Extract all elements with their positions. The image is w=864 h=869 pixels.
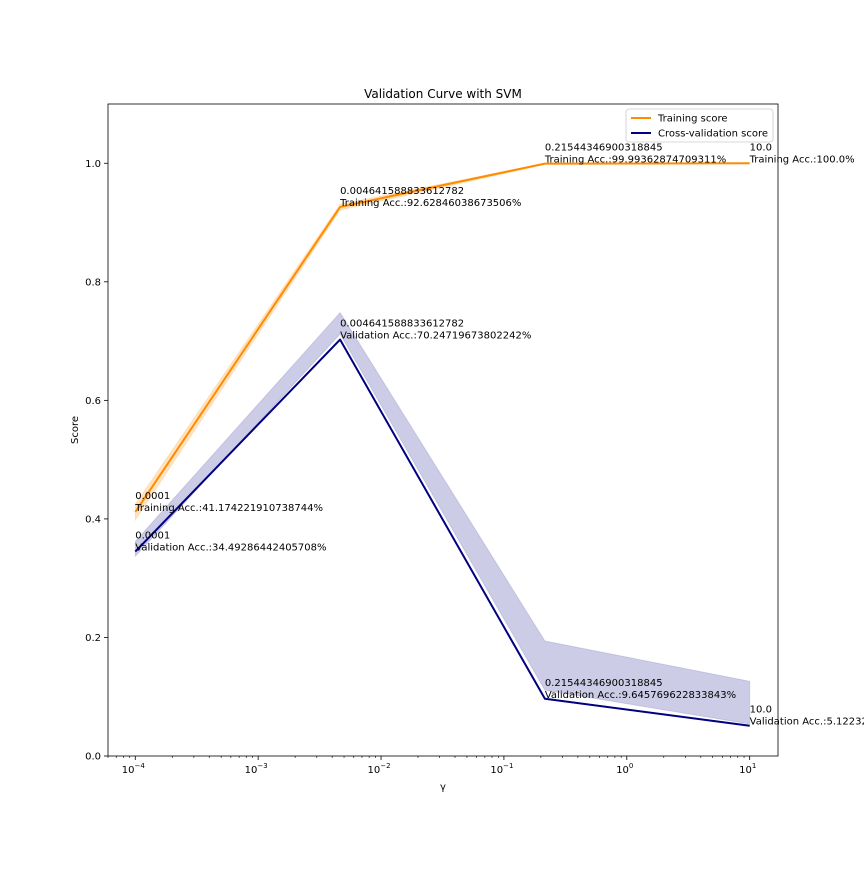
y-tick-label-3: 0.6 — [85, 396, 101, 407]
annotation-prefix: Validation Acc.: — [750, 717, 827, 728]
annotation-value: 70.24719673802242% — [417, 331, 531, 342]
annotation-accuracy: Validation Acc.:5.12232 — [750, 717, 864, 728]
x-tick-base-3: 10 — [490, 765, 503, 776]
series-line-1 — [134, 338, 750, 727]
series-band-0 — [134, 162, 750, 522]
x-tick-exponent-4: 0 — [629, 762, 633, 770]
annotation-x-value: 0.004641588833612782 — [340, 186, 464, 197]
annotation-value: 5.12232 — [826, 717, 864, 728]
annotation-prefix: Training Acc.: — [544, 155, 612, 166]
annotation-accuracy: Training Acc.:100.0% — [749, 154, 855, 165]
y-tick-label-5: 1.0 — [85, 159, 101, 170]
y-axis-label: Score — [70, 416, 81, 444]
x-tick-exponent-0: −4 — [134, 762, 145, 770]
x-tick-exponent-3: −1 — [503, 762, 513, 770]
annotation-accuracy: Training Acc.:41.174221910738744% — [134, 503, 323, 514]
x-tick-base-4: 10 — [616, 765, 629, 776]
annotation-x-value: 0.21544346900318845 — [545, 143, 663, 154]
annotation-x-value: 10.0 — [750, 705, 772, 716]
annotation-x-value: 0.0001 — [135, 531, 170, 542]
x-tick-base-1: 10 — [245, 765, 258, 776]
legend-label-1: Cross-validation score — [658, 129, 768, 140]
annotation-prefix: Training Acc.: — [339, 198, 407, 209]
x-tick-label-1: 10−3 — [245, 762, 268, 776]
annotation-value: 9.645769622833843% — [622, 690, 736, 701]
x-tick-base-2: 10 — [367, 765, 380, 776]
x-tick-label-3: 10−1 — [490, 762, 513, 776]
annotation-x-value: 10.0 — [750, 142, 772, 153]
legend-box — [625, 108, 774, 143]
annotation-accuracy: Validation Acc.:9.645769622833843% — [545, 690, 736, 701]
confidence-bands — [134, 162, 751, 725]
annotation-accuracy: Validation Acc.:70.24719673802242% — [340, 331, 531, 342]
y-tick-label-0: 0.0 — [85, 752, 101, 763]
y-tick-label-1: 0.2 — [85, 633, 101, 644]
annotation-accuracy: Training Acc.:92.62846038673506% — [339, 198, 521, 209]
annotation-x-value: 0.21544346900318845 — [545, 678, 663, 689]
annotation-value: 99.99362874709311% — [612, 155, 726, 166]
annotation-value: 92.62846038673506% — [407, 198, 521, 209]
y-tick-label-4: 0.8 — [85, 277, 101, 288]
x-tick-base-0: 10 — [122, 765, 135, 776]
legend-label-0: Training score — [657, 114, 728, 125]
annotation-accuracy: Validation Acc.:34.49286442405708% — [135, 543, 326, 554]
annotation-value: 34.49286442405708% — [212, 543, 326, 554]
x-axis-ticks: 10−4 10−3 10−2 10−1 100 101 — [107, 756, 756, 776]
annotation-prefix: Training Acc.: — [134, 503, 202, 514]
annotation-value: 41.174221910738744% — [202, 503, 323, 514]
x-axis-label: γ — [440, 782, 446, 793]
x-tick-label-2: 10−2 — [367, 762, 390, 776]
y-axis-ticks: 0.0 0.2 0.4 0.6 0.8 1.0 — [85, 159, 108, 763]
annotation-x-value: 0.0001 — [135, 491, 170, 502]
annotation-x-value: 0.004641588833612782 — [340, 319, 464, 330]
legend: Training score Cross-validation score — [625, 108, 774, 143]
x-tick-exponent-1: −3 — [257, 762, 267, 770]
annotation-prefix: Training Acc.: — [749, 154, 817, 165]
x-tick-exponent-5: 1 — [752, 762, 756, 770]
x-tick-label-4: 100 — [616, 762, 633, 776]
series-line-0 — [134, 162, 750, 513]
series-lines — [134, 162, 750, 727]
x-tick-label-5: 101 — [739, 762, 756, 776]
annotation-prefix: Validation Acc.: — [135, 543, 212, 554]
axes-frame — [107, 103, 779, 757]
x-tick-label-0: 10−4 — [122, 762, 146, 776]
annotation-value: 100.0% — [817, 154, 855, 165]
x-tick-exponent-2: −2 — [380, 762, 390, 770]
annotation-prefix: Validation Acc.: — [340, 331, 417, 342]
annotation-accuracy: Training Acc.:99.99362874709311% — [544, 155, 726, 166]
annotation-prefix: Validation Acc.: — [545, 690, 622, 701]
chart-title: Validation Curve with SVM — [364, 87, 522, 101]
x-tick-base-5: 10 — [739, 765, 752, 776]
y-tick-label-2: 0.4 — [85, 514, 101, 525]
